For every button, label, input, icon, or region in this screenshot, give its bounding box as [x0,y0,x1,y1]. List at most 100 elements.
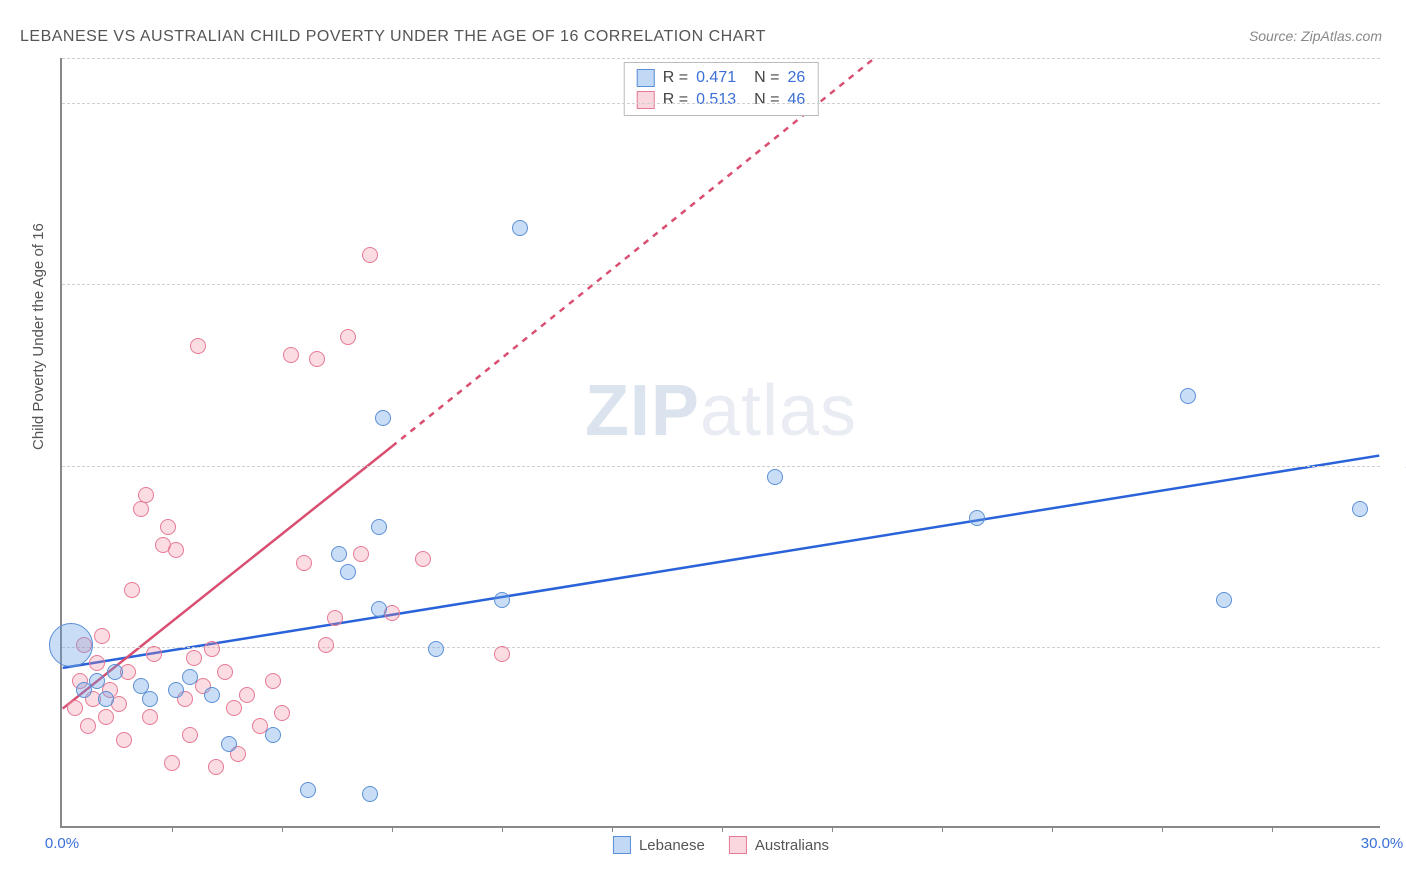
scatter-point [142,709,158,725]
scatter-point [265,673,281,689]
gridline [62,103,1380,104]
legend-swatch [637,91,655,109]
scatter-point [124,582,140,598]
legend-n-value: 26 [787,69,805,87]
legend-swatch [637,69,655,87]
scatter-point [1216,592,1232,608]
scatter-point [371,519,387,535]
gridline [62,647,1380,648]
scatter-point [340,564,356,580]
legend-swatch [729,836,747,854]
chart-title: LEBANESE VS AUSTRALIAN CHILD POVERTY UND… [20,28,766,46]
scatter-point [239,687,255,703]
scatter-point [116,732,132,748]
scatter-point [512,220,528,236]
x-tick [832,826,833,832]
scatter-point [1352,501,1368,517]
legend-item: Lebanese [613,836,705,854]
legend-r-value: 0.513 [696,91,736,109]
scatter-point [327,610,343,626]
plot-area: ZIPatlas R = 0.471N = 26R = 0.513N = 46 … [60,58,1380,828]
scatter-point [67,700,83,716]
x-tick [942,826,943,832]
scatter-point [296,555,312,571]
gridline [62,284,1380,285]
scatter-point [208,759,224,775]
scatter-point [221,736,237,752]
scatter-point [494,646,510,662]
x-tick [1272,826,1273,832]
scatter-point [80,718,96,734]
scatter-point [226,700,242,716]
legend-label: Lebanese [639,837,705,854]
y-axis-label: Child Poverty Under the Age of 16 [30,223,47,450]
scatter-point [217,664,233,680]
legend-stats: R = 0.471 N = 26 R = 0.513 N = 46 [624,62,819,116]
legend-stat-row: R = 0.513 N = 46 [637,89,806,111]
scatter-point [331,546,347,562]
scatter-point [494,592,510,608]
scatter-point [168,682,184,698]
scatter-point [415,551,431,567]
gridline [62,466,1380,467]
scatter-point [318,637,334,653]
scatter-point [138,487,154,503]
scatter-point [265,727,281,743]
x-tick-label: 0.0% [45,835,79,852]
x-tick [612,826,613,832]
x-tick [282,826,283,832]
scatter-point [375,410,391,426]
scatter-point [98,691,114,707]
scatter-point [340,329,356,345]
scatter-point [89,655,105,671]
x-tick-label: 30.0% [1361,835,1404,852]
scatter-point [89,673,105,689]
scatter-point [204,641,220,657]
scatter-point [168,542,184,558]
regression-line [392,58,875,447]
scatter-point [182,727,198,743]
scatter-point [362,247,378,263]
regression-lines [62,58,1380,826]
legend-n-label: N = [754,91,779,109]
x-tick [1162,826,1163,832]
scatter-point [49,623,93,667]
scatter-point [1180,388,1196,404]
x-tick [172,826,173,832]
scatter-point [190,338,206,354]
scatter-point [182,669,198,685]
scatter-point [94,628,110,644]
legend-n-value: 46 [787,91,805,109]
scatter-point [969,510,985,526]
legend-label: Australians [755,837,829,854]
scatter-point [283,347,299,363]
legend-r-label: R = [663,69,688,87]
scatter-point [186,650,202,666]
scatter-point [353,546,369,562]
regression-line [63,456,1380,668]
scatter-point [204,687,220,703]
x-tick [722,826,723,832]
scatter-point [300,782,316,798]
scatter-point [309,351,325,367]
scatter-point [146,646,162,662]
legend-series: Lebanese Australians [613,836,829,854]
scatter-point [98,709,114,725]
scatter-point [274,705,290,721]
legend-r-label: R = [663,91,688,109]
x-tick [1052,826,1053,832]
scatter-point [371,601,387,617]
scatter-point [107,664,123,680]
legend-n-label: N = [754,69,779,87]
scatter-point [160,519,176,535]
scatter-point [164,755,180,771]
legend-item: Australians [729,836,829,854]
x-tick [392,826,393,832]
scatter-point [428,641,444,657]
scatter-point [142,691,158,707]
source-label: Source: ZipAtlas.com [1249,28,1382,44]
scatter-point [362,786,378,802]
legend-r-value: 0.471 [696,69,736,87]
gridline [62,58,1380,59]
scatter-point [133,501,149,517]
